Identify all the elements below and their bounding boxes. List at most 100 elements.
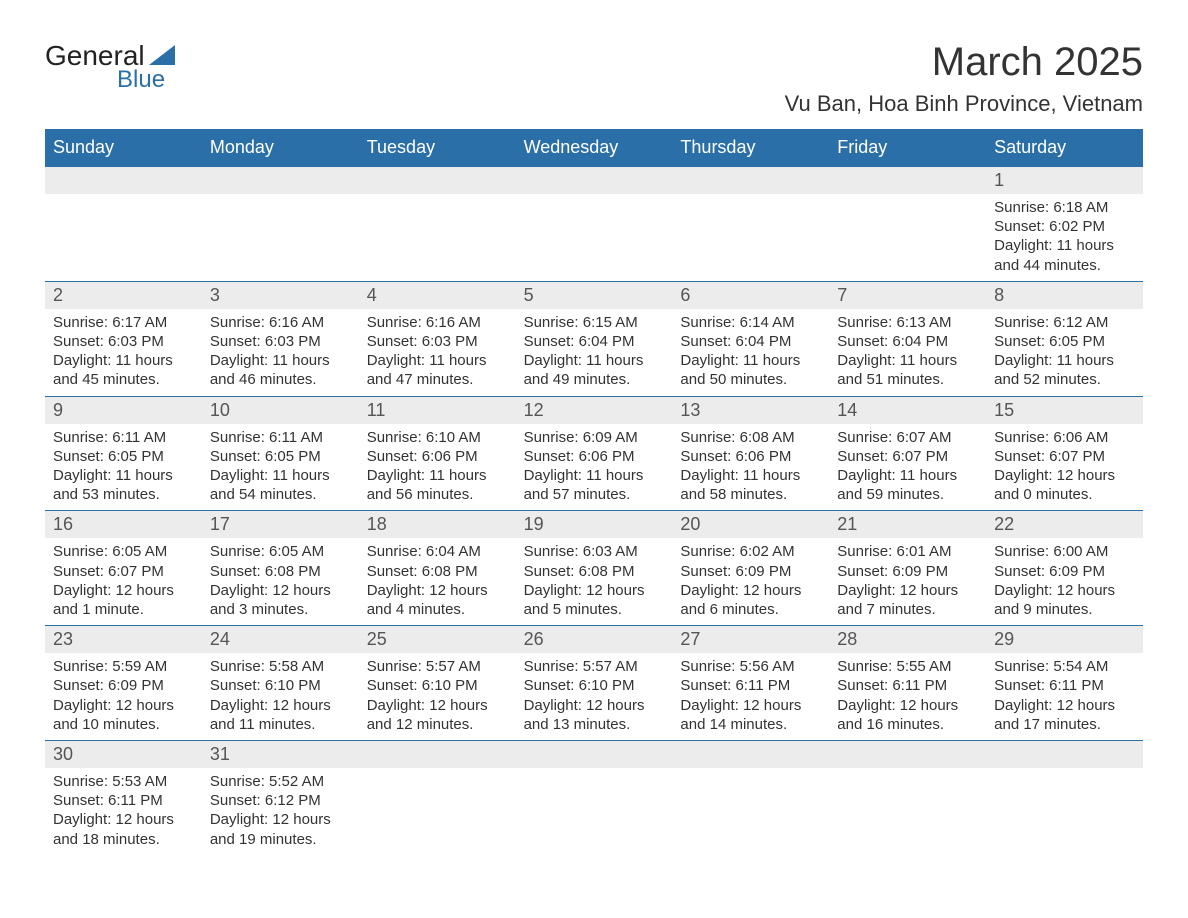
sunset-line: Sunset: 6:09 PM bbox=[837, 562, 978, 581]
day-number: 30 bbox=[45, 741, 202, 768]
daylight-line: Daylight: 12 hours and 12 minutes. bbox=[367, 696, 508, 734]
title-block: March 2025 Vu Ban, Hoa Binh Province, Vi… bbox=[785, 40, 1143, 117]
sunset-line: Sunset: 6:07 PM bbox=[837, 447, 978, 466]
sunrise-line: Sunrise: 6:08 AM bbox=[680, 428, 821, 447]
page-title: March 2025 bbox=[785, 40, 1143, 85]
day-number bbox=[516, 741, 673, 768]
calendar-cell bbox=[672, 740, 829, 855]
day-number: 27 bbox=[672, 626, 829, 653]
sunset-line: Sunset: 6:06 PM bbox=[524, 447, 665, 466]
calendar-cell bbox=[829, 166, 986, 281]
day-number: 6 bbox=[672, 282, 829, 309]
sunrise-line: Sunrise: 5:52 AM bbox=[210, 772, 351, 791]
sunset-line: Sunset: 6:06 PM bbox=[367, 447, 508, 466]
calendar-cell: 15Sunrise: 6:06 AMSunset: 6:07 PMDayligh… bbox=[986, 396, 1143, 511]
calendar-cell: 8Sunrise: 6:12 AMSunset: 6:05 PMDaylight… bbox=[986, 281, 1143, 396]
daylight-line: Daylight: 12 hours and 19 minutes. bbox=[210, 810, 351, 848]
calendar-cell bbox=[202, 166, 359, 281]
day-number bbox=[45, 167, 202, 194]
sunset-line: Sunset: 6:11 PM bbox=[994, 676, 1135, 695]
day-number bbox=[986, 741, 1143, 768]
sunrise-line: Sunrise: 6:12 AM bbox=[994, 313, 1135, 332]
sunset-line: Sunset: 6:09 PM bbox=[994, 562, 1135, 581]
calendar-cell: 28Sunrise: 5:55 AMSunset: 6:11 PMDayligh… bbox=[829, 625, 986, 740]
day-number bbox=[829, 741, 986, 768]
sunrise-line: Sunrise: 6:07 AM bbox=[837, 428, 978, 447]
calendar-cell: 31Sunrise: 5:52 AMSunset: 6:12 PMDayligh… bbox=[202, 740, 359, 855]
sunset-line: Sunset: 6:05 PM bbox=[210, 447, 351, 466]
calendar-cell bbox=[829, 740, 986, 855]
page-subtitle: Vu Ban, Hoa Binh Province, Vietnam bbox=[785, 91, 1143, 117]
weekday-header: Saturday bbox=[986, 131, 1143, 166]
day-number: 2 bbox=[45, 282, 202, 309]
daylight-line: Daylight: 11 hours and 56 minutes. bbox=[367, 466, 508, 504]
day-number: 17 bbox=[202, 511, 359, 538]
daylight-line: Daylight: 11 hours and 44 minutes. bbox=[994, 236, 1135, 274]
sail-icon bbox=[149, 45, 175, 65]
day-number: 14 bbox=[829, 397, 986, 424]
day-number: 16 bbox=[45, 511, 202, 538]
logo: General Blue bbox=[45, 40, 175, 94]
daylight-line: Daylight: 12 hours and 14 minutes. bbox=[680, 696, 821, 734]
day-number: 29 bbox=[986, 626, 1143, 653]
calendar-cell bbox=[672, 166, 829, 281]
sunset-line: Sunset: 6:09 PM bbox=[680, 562, 821, 581]
day-number: 20 bbox=[672, 511, 829, 538]
sunrise-line: Sunrise: 6:04 AM bbox=[367, 542, 508, 561]
calendar-cell: 16Sunrise: 6:05 AMSunset: 6:07 PMDayligh… bbox=[45, 510, 202, 625]
calendar-cell: 2Sunrise: 6:17 AMSunset: 6:03 PMDaylight… bbox=[45, 281, 202, 396]
daylight-line: Daylight: 12 hours and 18 minutes. bbox=[53, 810, 194, 848]
daylight-line: Daylight: 11 hours and 49 minutes. bbox=[524, 351, 665, 389]
calendar-cell: 30 Sunrise: 5:53 AMSunset: 6:11 PMDayligh… bbox=[45, 740, 202, 855]
sunset-line: Sunset: 6:03 PM bbox=[53, 332, 194, 351]
weekday-header: Thursday bbox=[672, 131, 829, 166]
calendar-cell bbox=[45, 166, 202, 281]
weekday-header: Friday bbox=[829, 131, 986, 166]
sunset-line: Sunset: 6:11 PM bbox=[53, 791, 194, 810]
daylight-line: Daylight: 11 hours and 58 minutes. bbox=[680, 466, 821, 504]
sunset-line: Sunset: 6:05 PM bbox=[994, 332, 1135, 351]
weekday-header: Monday bbox=[202, 131, 359, 166]
sunset-line: Sunset: 6:02 PM bbox=[994, 217, 1135, 236]
sunrise-line: Sunrise: 6:15 AM bbox=[524, 313, 665, 332]
day-number bbox=[359, 167, 516, 194]
day-number: 24 bbox=[202, 626, 359, 653]
daylight-line: Daylight: 12 hours and 5 minutes. bbox=[524, 581, 665, 619]
day-number bbox=[672, 741, 829, 768]
sunrise-line: Sunrise: 6:10 AM bbox=[367, 428, 508, 447]
calendar-cell: 12Sunrise: 6:09 AMSunset: 6:06 PMDayligh… bbox=[516, 396, 673, 511]
calendar-cell: 25Sunrise: 5:57 AMSunset: 6:10 PMDayligh… bbox=[359, 625, 516, 740]
calendar-cell: 9Sunrise: 6:11 AMSunset: 6:05 PMDaylight… bbox=[45, 396, 202, 511]
day-number: 1 bbox=[986, 167, 1143, 194]
calendar-cell: 20Sunrise: 6:02 AMSunset: 6:09 PMDayligh… bbox=[672, 510, 829, 625]
sunrise-line: Sunrise: 5:53 AM bbox=[53, 772, 194, 791]
daylight-line: Daylight: 12 hours and 11 minutes. bbox=[210, 696, 351, 734]
sunset-line: Sunset: 6:08 PM bbox=[524, 562, 665, 581]
sunrise-line: Sunrise: 6:03 AM bbox=[524, 542, 665, 561]
daylight-line: Daylight: 11 hours and 50 minutes. bbox=[680, 351, 821, 389]
sunset-line: Sunset: 6:06 PM bbox=[680, 447, 821, 466]
daylight-line: Daylight: 11 hours and 57 minutes. bbox=[524, 466, 665, 504]
sunrise-line: Sunrise: 5:56 AM bbox=[680, 657, 821, 676]
sunrise-line: Sunrise: 5:58 AM bbox=[210, 657, 351, 676]
weekday-header: Sunday bbox=[45, 131, 202, 166]
day-number bbox=[829, 167, 986, 194]
day-number bbox=[516, 167, 673, 194]
calendar-cell: 4Sunrise: 6:16 AMSunset: 6:03 PMDaylight… bbox=[359, 281, 516, 396]
sunrise-line: Sunrise: 6:02 AM bbox=[680, 542, 821, 561]
day-number: 3 bbox=[202, 282, 359, 309]
day-number: 5 bbox=[516, 282, 673, 309]
sunset-line: Sunset: 6:03 PM bbox=[210, 332, 351, 351]
daylight-line: Daylight: 11 hours and 59 minutes. bbox=[837, 466, 978, 504]
day-number: 28 bbox=[829, 626, 986, 653]
header: General Blue March 2025 Vu Ban, Hoa Binh… bbox=[45, 40, 1143, 117]
day-number: 18 bbox=[359, 511, 516, 538]
daylight-line: Daylight: 12 hours and 3 minutes. bbox=[210, 581, 351, 619]
sunrise-line: Sunrise: 6:14 AM bbox=[680, 313, 821, 332]
daylight-line: Daylight: 11 hours and 46 minutes. bbox=[210, 351, 351, 389]
sunrise-line: Sunrise: 6:11 AM bbox=[53, 428, 194, 447]
sunrise-line: Sunrise: 5:57 AM bbox=[524, 657, 665, 676]
calendar-grid: SundayMondayTuesdayWednesdayThursdayFrid… bbox=[45, 129, 1143, 855]
daylight-line: Daylight: 12 hours and 16 minutes. bbox=[837, 696, 978, 734]
day-number: 23 bbox=[45, 626, 202, 653]
